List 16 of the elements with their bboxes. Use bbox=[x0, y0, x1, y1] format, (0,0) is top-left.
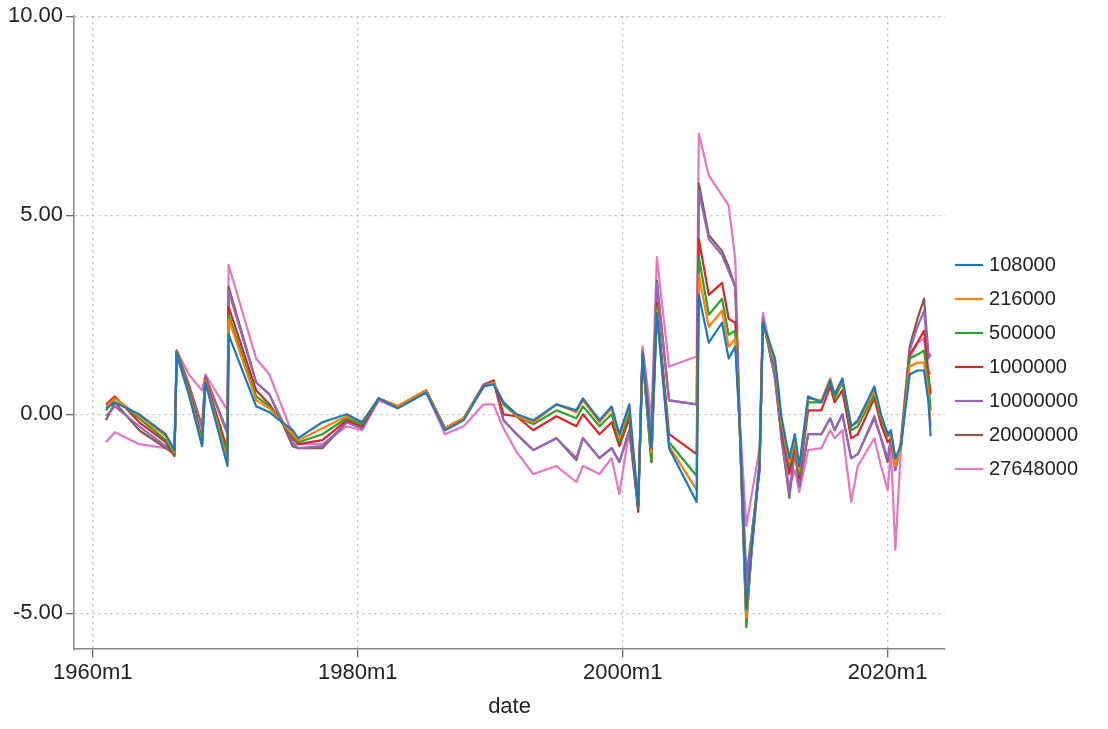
legend-label: 500000 bbox=[989, 320, 1056, 343]
legend-label: 10000000 bbox=[989, 388, 1078, 411]
x-tick-label: 2000m1 bbox=[582, 659, 663, 685]
legend-label: 20000000 bbox=[989, 422, 1078, 445]
legend-label: 1000000 bbox=[989, 354, 1067, 377]
y-tick-label: 5.00 bbox=[20, 201, 64, 227]
legend-label: 27648000 bbox=[989, 456, 1078, 479]
x-tick-label: 1960m1 bbox=[53, 659, 133, 685]
legend-label: 108000 bbox=[989, 252, 1056, 275]
x-axis-title: date bbox=[488, 692, 531, 718]
y-tick-label: -5.00 bbox=[12, 599, 64, 625]
y-tick-label: 0.00 bbox=[20, 400, 64, 426]
x-tick-label: 1980m1 bbox=[317, 659, 398, 685]
y-tick-label: 10.00 bbox=[7, 2, 64, 28]
legend-label: 216000 bbox=[989, 286, 1056, 309]
x-tick-label: 2020m1 bbox=[847, 659, 928, 685]
